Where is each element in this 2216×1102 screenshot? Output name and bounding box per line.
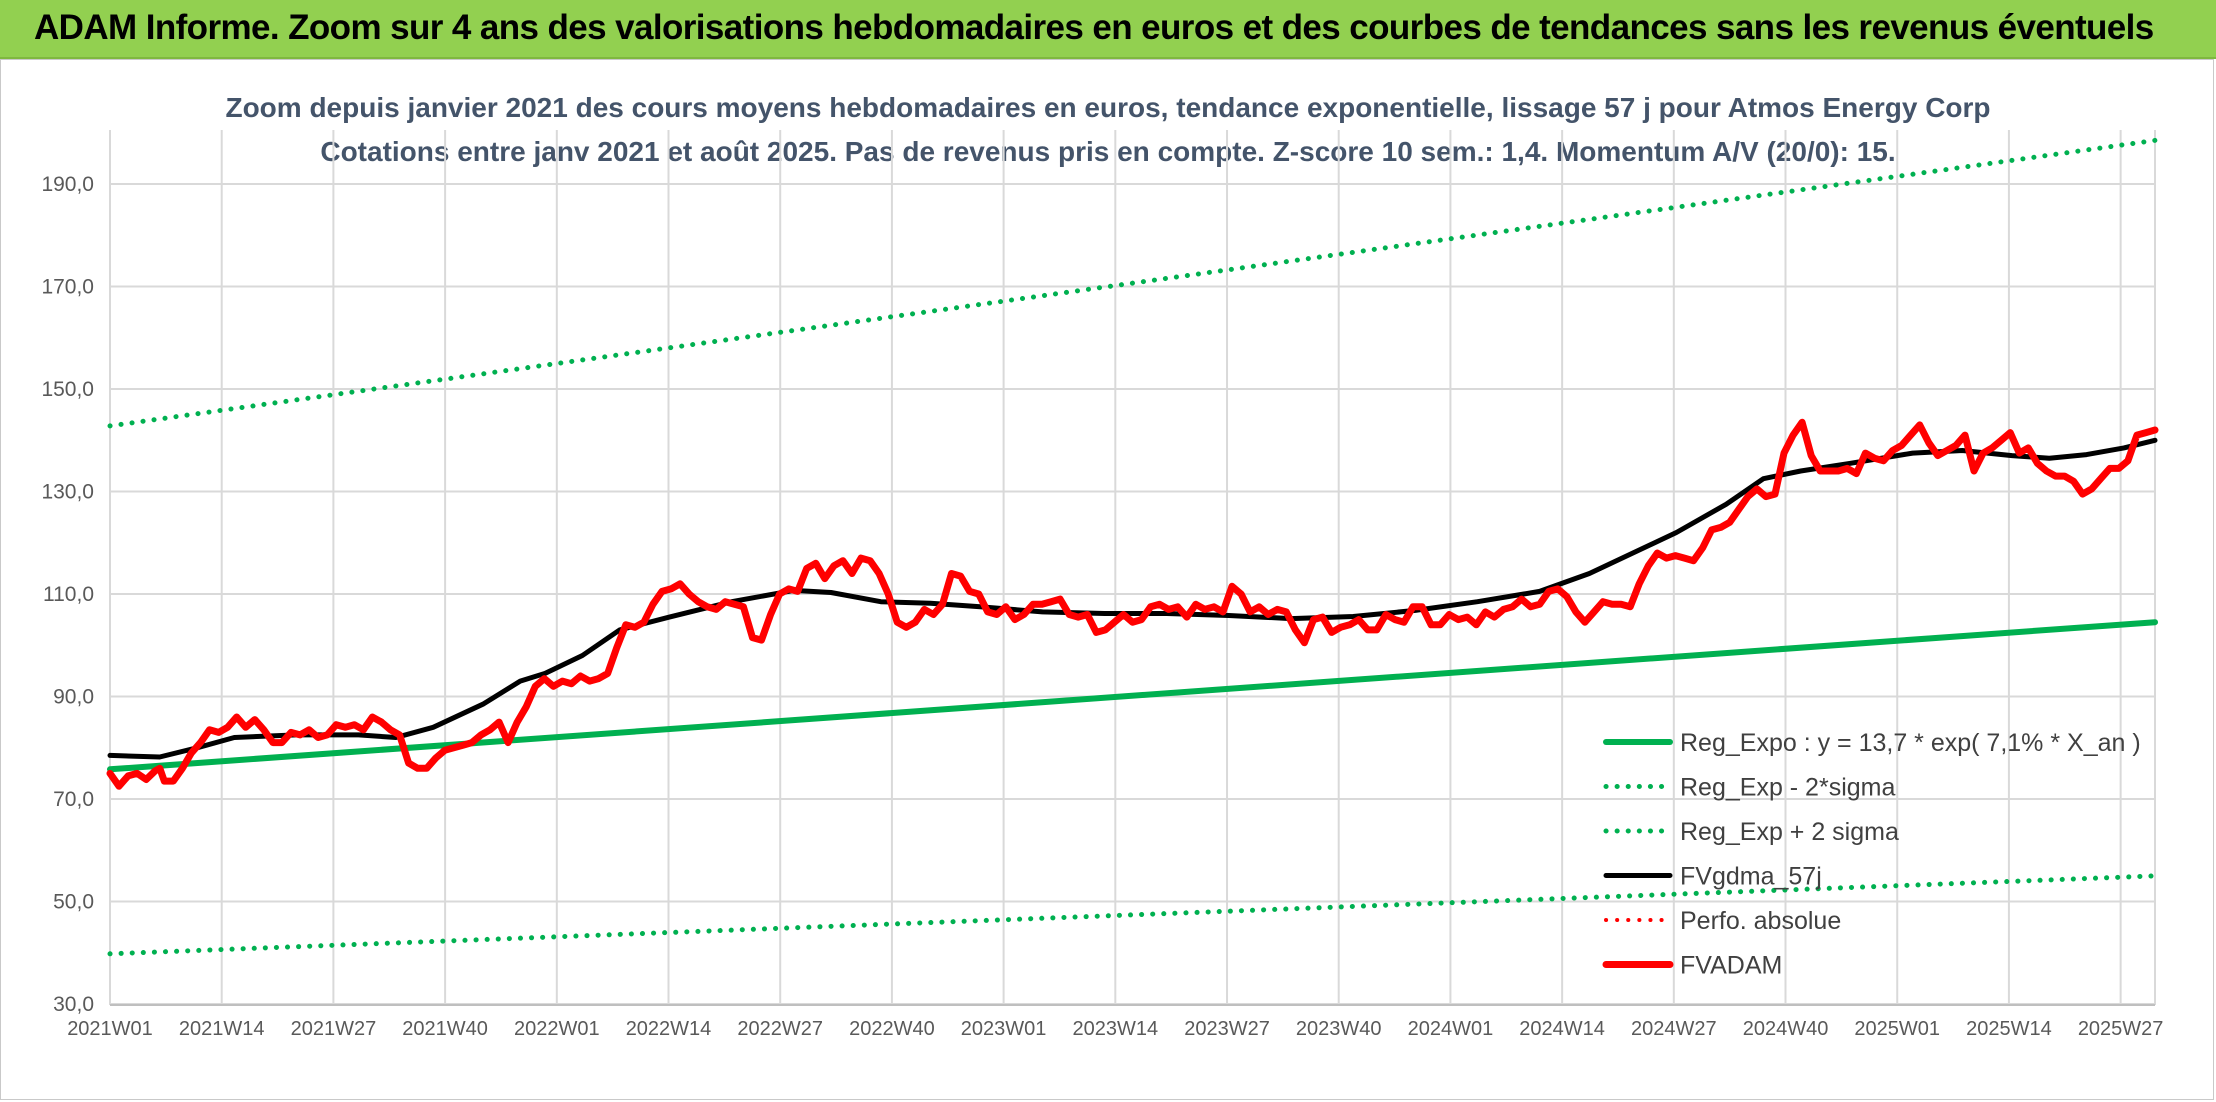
x-axis: 2021W01 2021W14 2021W27 2021W40 2022W01 2022W… [67,1018,2163,1040]
chart-frame [0,59,2214,1100]
y-tick-label: 70,0 [53,788,94,811]
y-tick-label: 50,0 [53,891,94,914]
legend-label: FVADAM [1680,952,1782,980]
series-line-reg-exp-2-sigma [107,873,2158,957]
x-tick-label: 2025W01 [1854,1018,1940,1040]
y-axis: 30,0 50,0 70,0 90,0 110,0 130,0 150,0 170,0 190,… [41,173,94,1016]
x-tick-label: 2024W01 [1408,1018,1494,1040]
legend-label: Reg_Expo : y = 13,7 * exp( 7,1% * X_an ) [1680,729,2141,757]
chart-title-line-2: Cotations entre janv 2021 et août 2025. … [320,136,1896,167]
x-tick-label: 2024W14 [1519,1018,1605,1040]
title-banner: ADAM Informe. Zoom sur 4 ans des valoris… [0,0,2216,59]
legend: Reg_Expo : y = 13,7 * exp( 7,1% * X_an )… [1602,729,2141,980]
y-tick-label: 130,0 [41,481,94,504]
y-tick-label: 170,0 [41,276,94,299]
legend-label: Perfo. absolue [1680,907,1841,935]
x-tick-label: 2021W01 [67,1018,153,1040]
y-tick-label: 110,0 [43,583,94,606]
x-tick-label: 2022W40 [849,1018,935,1040]
x-tick-label: 2023W14 [1073,1018,1159,1040]
banner-title: ADAM Informe. Zoom sur 4 ans des valoris… [34,8,2154,47]
series-line-reg-exp-2-sigma [107,137,2158,429]
series-line-reg-expo-y-13-7-exp-7-1-x-an [107,619,2158,773]
x-tick-label: 2024W40 [1743,1018,1829,1040]
legend-label: FVgdma_57j [1680,863,1822,891]
chart-title: Zoom depuis janvier 2021 des cours moyen… [0,86,2216,174]
x-tick-label: 2021W27 [291,1018,377,1040]
legend-label: Reg_Exp - 2*sigma [1680,774,1895,802]
x-tick-label: 2025W27 [2078,1018,2164,1040]
x-tick-label: 2022W27 [737,1018,823,1040]
series-line-fvgdma-57j [107,437,2158,760]
x-tick-label: 2022W01 [514,1018,600,1040]
x-tick-label: 2021W14 [179,1018,265,1040]
x-tick-label: 2025W14 [1966,1018,2052,1040]
series-layer [106,137,2159,957]
grid-lines [109,130,2156,1006]
y-tick-label: 90,0 [53,686,94,709]
x-tick-label: 2023W40 [1296,1018,1382,1040]
chart-title-line-1: Zoom depuis janvier 2021 des cours moyen… [225,92,1991,123]
x-tick-label: 2024W27 [1631,1018,1717,1040]
y-tick-label: 30,0 [53,993,94,1016]
legend-label: Reg_Exp + 2 sigma [1680,818,1899,846]
x-tick-label: 2023W01 [961,1018,1047,1040]
x-tick-label: 2022W14 [626,1018,712,1040]
series-line-fvadam [106,418,2159,790]
y-tick-label: 150,0 [41,378,94,401]
x-tick-label: 2023W27 [1184,1018,1270,1040]
x-tick-label: 2021W40 [402,1018,488,1040]
y-tick-label: 190,0 [41,173,94,196]
